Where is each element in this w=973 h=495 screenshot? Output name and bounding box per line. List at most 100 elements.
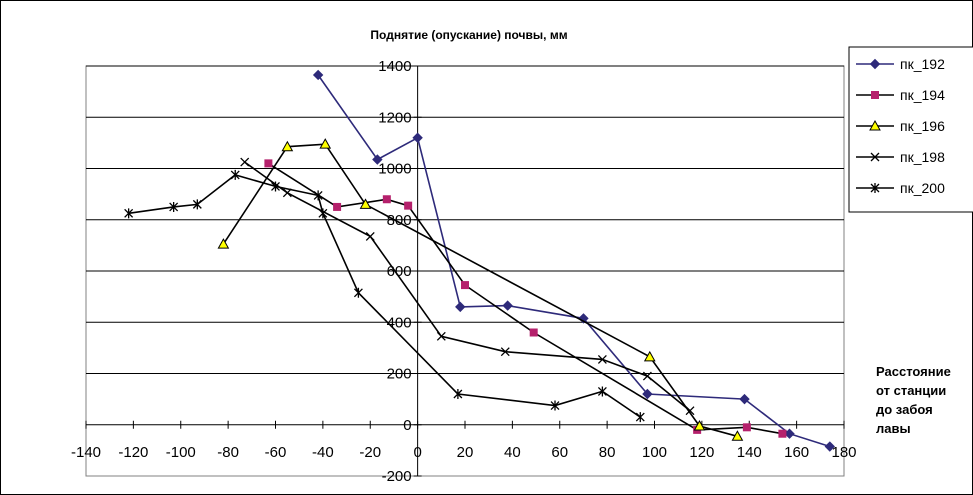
data-point <box>281 140 294 152</box>
x-tick-label: -60 <box>265 444 287 461</box>
series-пк-200 <box>124 169 645 423</box>
series-пк-196 <box>217 138 744 441</box>
data-point <box>693 420 706 431</box>
data-point <box>529 328 538 337</box>
y-tick-label: 1000 <box>378 161 411 178</box>
legend-entry: пк_198 <box>856 149 945 165</box>
data-point <box>271 181 280 192</box>
x-tick-label: 20 <box>457 444 474 461</box>
legend-label: пк_200 <box>900 180 945 196</box>
data-point <box>739 393 750 405</box>
data-point <box>240 157 250 167</box>
data-point <box>124 208 134 219</box>
x-tick-label: 0 <box>413 444 421 461</box>
series-line <box>128 174 641 418</box>
data-point <box>597 354 607 364</box>
data-point <box>869 119 881 131</box>
data-point <box>778 429 787 438</box>
y-tick-label: 600 <box>387 263 412 280</box>
y-tick-label: 200 <box>387 366 412 383</box>
x-tick-label: 100 <box>642 444 667 461</box>
data-point <box>635 412 645 423</box>
data-point <box>359 198 372 209</box>
data-point <box>870 152 880 162</box>
data-point <box>353 287 363 298</box>
data-point <box>264 159 273 168</box>
legend-label: пк_196 <box>900 118 945 134</box>
data-point <box>319 138 332 149</box>
data-point <box>313 190 323 201</box>
x-tick-label: 60 <box>551 444 568 461</box>
x-tick-label: -20 <box>359 444 381 461</box>
data-point <box>502 300 513 311</box>
data-point <box>404 201 413 210</box>
chart-title: Поднятие (опускание) почвы, мм <box>370 28 567 42</box>
data-point <box>461 281 469 290</box>
legend: пк_192 пк_194 пк_196 пк_198 пк_200 <box>848 46 973 213</box>
data-point <box>643 350 656 362</box>
x-axis-label-line: лавы <box>876 421 911 436</box>
legend-entry: пк_196 <box>856 118 945 134</box>
data-point <box>642 371 652 381</box>
x-axis-label-line: до забоя <box>876 402 933 417</box>
legend-entry: пк_192 <box>856 56 945 72</box>
x-tick-label: -80 <box>217 444 239 461</box>
x-tick-label: -40 <box>312 444 334 461</box>
y-tick-label: 1400 <box>378 58 411 75</box>
data-point <box>453 389 463 399</box>
y-tick-label: 0 <box>403 417 411 434</box>
data-point <box>312 69 324 81</box>
y-tick-label: 800 <box>387 212 412 229</box>
data-point <box>436 331 446 341</box>
data-point <box>230 169 240 180</box>
y-tick-label: 400 <box>387 314 412 331</box>
data-point <box>784 428 795 439</box>
gridlines <box>86 65 844 374</box>
series-пк-192 <box>312 69 835 452</box>
x-tick-label: 140 <box>737 444 762 461</box>
legend-label: пк_198 <box>900 149 945 165</box>
data-point <box>550 400 560 411</box>
series-пк-198 <box>240 157 695 416</box>
data-point <box>869 58 881 70</box>
data-point <box>412 132 423 143</box>
x-tick-label: -120 <box>118 444 148 461</box>
data-point <box>597 386 607 397</box>
x-tick-label: -100 <box>166 444 196 461</box>
data-point <box>870 183 880 193</box>
data-point <box>372 154 383 165</box>
x-tick-label: 80 <box>599 444 616 461</box>
y-tick-label: -200 <box>382 468 412 485</box>
x-tick-label: 180 <box>831 444 856 461</box>
data-point <box>217 238 230 249</box>
data-point <box>169 201 179 212</box>
data-point <box>500 347 510 357</box>
data-point <box>642 388 653 400</box>
data-point <box>192 199 202 210</box>
y-tick-label: 1200 <box>378 109 411 126</box>
data-point <box>382 195 391 204</box>
data-point <box>333 202 342 211</box>
series-line <box>317 74 831 448</box>
data-point <box>731 430 744 441</box>
data-point <box>455 301 466 313</box>
x-tick-label: -140 <box>71 444 101 461</box>
legend-label: пк_192 <box>900 56 945 72</box>
legend-entry: пк_200 <box>856 180 945 196</box>
data-point <box>824 441 835 452</box>
data-point <box>871 91 879 99</box>
x-tick-label: 160 <box>784 444 809 461</box>
legend-box <box>848 46 973 213</box>
x-axis-label-line: от станции <box>876 383 946 398</box>
legend-label: пк_194 <box>900 87 945 103</box>
x-axis-label: Расстояние от станции до забоя лавы <box>876 364 951 436</box>
data-point <box>685 406 695 416</box>
legend-entry: пк_194 <box>856 87 945 103</box>
series-group <box>124 69 835 452</box>
x-tick-label: 40 <box>504 444 521 461</box>
data-point <box>318 208 328 219</box>
x-axis-label-line: Расстояние <box>876 364 951 379</box>
series-line <box>244 161 691 412</box>
